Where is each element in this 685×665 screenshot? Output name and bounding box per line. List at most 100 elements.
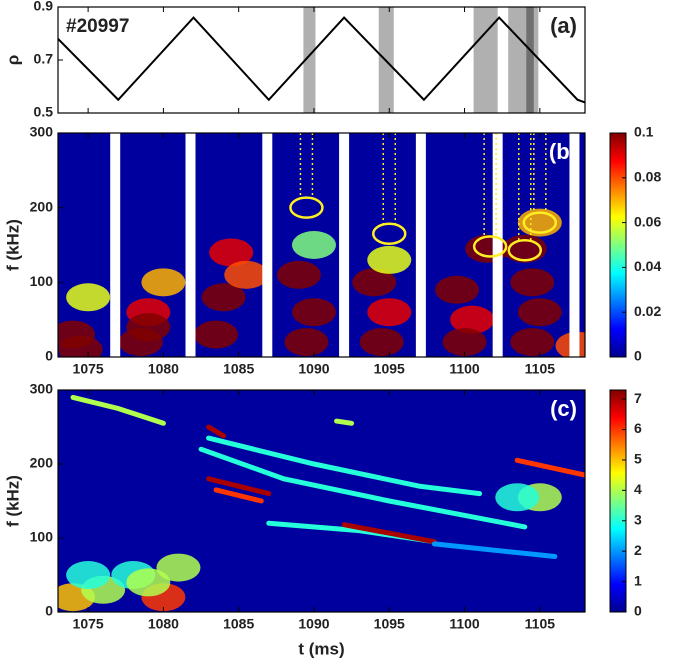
spectral-blob <box>495 483 540 512</box>
x-tick-label: 1075 <box>73 361 104 377</box>
spectral-blob <box>126 568 171 597</box>
plot-area <box>58 390 585 612</box>
rho-line <box>58 16 585 104</box>
colorbar-tick-label: 1 <box>634 572 642 588</box>
mode-line <box>206 476 272 497</box>
shaded-interval <box>303 7 316 113</box>
y-tick-label: 0.5 <box>34 104 54 120</box>
plot-area <box>58 7 585 113</box>
x-tick-label: 1095 <box>374 361 405 377</box>
spectral-blob <box>510 328 555 357</box>
data-gap <box>569 133 580 357</box>
colorbar-tick-label: 5 <box>634 451 642 467</box>
mode-line <box>514 457 585 478</box>
colorbar-tick-label: 0.04 <box>634 258 661 274</box>
y-tick-label: 0.9 <box>34 0 54 14</box>
colorbar-tick-label: 7 <box>634 390 642 406</box>
spectral-blob <box>66 561 111 589</box>
x-tick-label: 1085 <box>223 361 254 377</box>
colorbar-tick-label: 0 <box>634 348 642 364</box>
spectral-blob <box>194 320 239 349</box>
y-axis-label: ρ <box>3 55 22 66</box>
y-axis-label: f (kHz) <box>3 219 22 271</box>
y-axis-label: f (kHz) <box>3 475 22 527</box>
x-tick-label: 1095 <box>374 616 405 632</box>
highlight-circle <box>372 222 407 246</box>
x-tick-label: 1100 <box>449 616 480 632</box>
spectral-blob <box>367 245 412 274</box>
data-gap <box>339 133 350 357</box>
mode-line <box>431 541 558 559</box>
mode-line <box>334 418 355 426</box>
spectral-blob <box>201 283 246 312</box>
x-tick-label: 1080 <box>148 616 179 632</box>
spectral-blob <box>291 298 336 327</box>
spectral-blob <box>209 238 254 267</box>
panel-label: (b) <box>549 139 577 164</box>
spectral-blob <box>442 328 487 357</box>
y-tick-label: 100 <box>30 529 54 545</box>
data-gap <box>492 133 503 357</box>
spectral-blob <box>435 275 480 304</box>
colorbar-tick-label: 0.06 <box>634 213 661 229</box>
mode-line <box>341 522 437 545</box>
colorbar <box>609 132 627 358</box>
mode-line <box>206 435 483 497</box>
y-tick-label: 300 <box>30 124 54 140</box>
data-gap <box>415 133 426 357</box>
highlight-circle <box>507 238 543 262</box>
data-gap <box>262 133 273 357</box>
colorbar-tick-label: 4 <box>634 481 642 497</box>
spectral-blob <box>224 260 269 289</box>
spectral-blob <box>66 283 111 312</box>
y-tick-label: 200 <box>30 198 54 214</box>
spectral-blob <box>367 298 412 327</box>
axes-frame <box>57 132 586 358</box>
highlight-circle <box>289 196 324 219</box>
x-tick-label: 1090 <box>298 361 329 377</box>
axes-frame <box>57 389 586 613</box>
colorbar-tick-label: 2 <box>634 542 642 558</box>
y-tick-label: 0.7 <box>34 51 54 67</box>
highlight-circle <box>522 211 558 234</box>
highlight-circle <box>472 235 508 258</box>
y-tick-label: 200 <box>30 455 54 471</box>
plot-area <box>58 133 585 357</box>
y-tick-label: 300 <box>30 381 54 397</box>
spectral-blob <box>276 260 321 289</box>
spectral-blob <box>156 553 201 582</box>
spectral-blob <box>126 313 171 342</box>
data-gap <box>185 133 196 357</box>
spectral-blob <box>284 328 329 357</box>
mode-line <box>213 487 264 504</box>
colorbar <box>609 389 627 613</box>
spectral-blob <box>352 268 397 297</box>
spectral-blob <box>141 268 186 297</box>
spectral-blob <box>450 305 495 334</box>
colorbar-tick-label: 0.02 <box>634 303 661 319</box>
shaded-interval <box>526 7 534 113</box>
x-tick-label: 1080 <box>148 361 179 377</box>
panel-label: (c) <box>550 396 577 421</box>
y-tick-label: 100 <box>30 273 54 289</box>
colorbar-tick-label: 0.08 <box>634 169 661 185</box>
x-tick-label: 1105 <box>525 361 556 377</box>
x-tick-label: 1090 <box>298 616 329 632</box>
colorbar-tick-label: 3 <box>634 511 642 527</box>
axes-frame <box>57 6 586 114</box>
x-tick-label: 1105 <box>525 616 556 632</box>
data-gap <box>110 133 121 357</box>
spectral-blob <box>517 298 562 327</box>
colorbar-tick-label: 0 <box>634 603 642 619</box>
spectral-blob <box>58 335 103 357</box>
spectral-blob <box>359 328 404 357</box>
panel-label: (a) <box>550 13 577 38</box>
shot-number: #20997 <box>66 16 129 37</box>
x-tick-label: 1100 <box>449 361 480 377</box>
mode-line <box>206 424 227 439</box>
y-tick-label: 0 <box>45 348 53 364</box>
spectral-blob <box>291 231 336 259</box>
x-tick-label: 1075 <box>73 616 104 632</box>
colorbar-tick-label: 0.1 <box>634 124 654 140</box>
